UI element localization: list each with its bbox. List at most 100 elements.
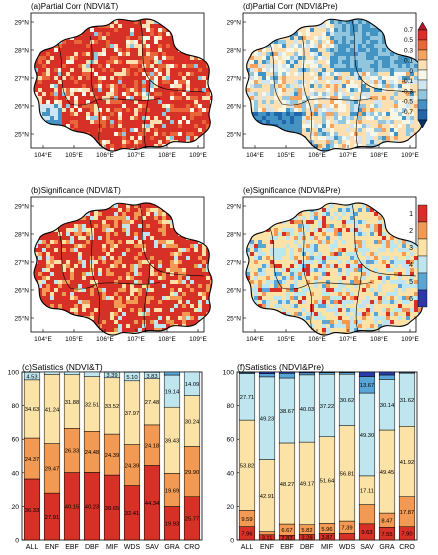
colorbar-cell (418, 80, 427, 90)
lon-tick-label: 106°E (308, 151, 326, 159)
x-tick-label: ENF (45, 544, 59, 550)
colorbar-cell (418, 222, 427, 239)
lat-tick-label: 29°N (226, 203, 241, 211)
bar-data-label: 39.43 (165, 439, 180, 445)
x-tick-label: WDS (339, 544, 356, 550)
bar-segment (84, 372, 100, 377)
lat-tick-label: 25°N (14, 131, 29, 139)
x-tick-label: GRA (379, 544, 395, 550)
bar-data-label: 56.81 (340, 472, 355, 478)
map-raster (246, 200, 426, 336)
lon-tick-label: 105°E (65, 335, 83, 343)
colorbar-cell (418, 100, 427, 110)
bar-data-label: 14.09 (185, 382, 200, 388)
colorbar-label: 0.5 (404, 37, 413, 44)
lat-tick-label: 28°N (14, 231, 29, 239)
bar-data-label: 26.33 (65, 449, 80, 455)
bar-data-label: 9.63 (361, 530, 372, 536)
x-tick-label: GRA (164, 544, 180, 550)
map-panel-d: (d)Partial Corr (NDVI&Pre) 29°N28°N27°N2… (226, 2, 426, 159)
bar-segment (359, 505, 375, 524)
bar-data-label: 19.14 (165, 389, 180, 395)
bar-data-label: 24.18 (145, 443, 160, 449)
y-tick-label: 100 (8, 370, 20, 377)
lon-tick-label: 107°E (127, 151, 145, 159)
lat-tick-label: 27°N (226, 75, 241, 83)
bar-data-label: 3.83 (146, 374, 157, 380)
bar-data-label: 41.92 (400, 460, 415, 466)
raster-cells (34, 200, 214, 336)
colorbar-label: -0.5 (402, 99, 414, 106)
bar-data-label: 6.67 (281, 528, 292, 534)
lat-tick-label: 25°N (14, 315, 29, 323)
x-tick-label: ALL (241, 544, 254, 550)
bar-data-label: 40.23 (85, 505, 100, 511)
bar-data-label: 48.27 (280, 482, 295, 488)
colorbar-cell (418, 50, 427, 60)
bar-data-label: 49.17 (300, 482, 315, 488)
bar-segment (339, 372, 355, 373)
lat-tick-label: 28°N (226, 231, 241, 239)
lon-tick-label: 109°E (401, 335, 419, 343)
bar-data-label: 5.10 (126, 375, 137, 381)
lat-tick-label: 26°N (226, 287, 241, 295)
x-tick-label: MIF (106, 544, 118, 550)
colorbar-cell (418, 239, 427, 256)
bar-data-label: 17.11 (360, 489, 374, 495)
colorbar-label: 5 (409, 279, 413, 286)
lon-tick-label: 108°E (370, 151, 388, 159)
lon-tick-label: 104°E (34, 151, 52, 159)
y-tick-label: 80 (11, 403, 19, 410)
lon-tick-label: 109°E (401, 151, 419, 159)
raster-cells (34, 16, 214, 152)
bar-data-label: 7.55 (381, 532, 392, 538)
colorbar-cell (418, 110, 427, 120)
bar-segment (259, 374, 275, 377)
colorbar-label: 0.7 (404, 27, 413, 34)
raster-cells (246, 200, 426, 336)
bar-data-label: 36.33 (25, 508, 40, 514)
lat-tick-label: 25°N (226, 131, 241, 139)
bar-data-label: 8.47 (381, 519, 392, 525)
colorbar-cell (418, 60, 427, 70)
bar-segment (359, 372, 375, 376)
bar-data-label: 31.88 (65, 400, 80, 406)
bar-data-label: 27.48 (145, 400, 160, 406)
colorbar-cell (418, 40, 427, 50)
lat-tick-label: 29°N (14, 203, 29, 211)
bar-data-label: 7.96 (241, 532, 252, 538)
bar-data-label: 3.39 (106, 373, 117, 379)
lon-tick-label: 105°E (277, 151, 295, 159)
map-raster (246, 16, 426, 152)
bar-segment (164, 372, 180, 375)
x-tick-label: SAV (360, 544, 374, 550)
bar-data-label: 24.39 (105, 453, 120, 459)
bar-data-label: 25.77 (185, 517, 200, 523)
colorbar-cell (418, 273, 427, 290)
colorbar-cell (418, 290, 427, 307)
map-title: (b)Significance (NDVI&T) (31, 186, 121, 195)
colorbar-label: -0.3 (402, 88, 414, 95)
map-title: (e)Significance (NDVI&Pre) (243, 186, 341, 195)
bar-data-label: 32.41 (125, 511, 140, 517)
bar-data-label: 49.30 (360, 433, 375, 439)
y-tick-label: 80 (226, 403, 234, 410)
bar-data-label: 30.62 (340, 398, 355, 404)
bar-data-label: 5.82 (301, 528, 312, 534)
x-tick-label: ENF (260, 544, 274, 550)
bar-segment (279, 372, 295, 373)
y-tick-label: 60 (11, 437, 19, 444)
stacked-bar-chart-c: (c)Satistics (NDVI&T) 02040608010036.332… (8, 362, 202, 550)
chart-title: (c)Satistics (NDVI&T) (22, 362, 103, 372)
y-tick-label: 20 (226, 504, 234, 511)
bar-data-label: 19.69 (165, 488, 180, 494)
bar-data-label: 38.65 (105, 506, 120, 512)
bar-data-label: 27.71 (240, 395, 255, 401)
bar-data-label: 33.52 (105, 404, 120, 410)
bar-data-label: 38.67 (280, 409, 295, 415)
lon-tick-label: 104°E (34, 335, 52, 343)
bar-segment (44, 372, 60, 374)
lat-tick-label: 27°N (226, 259, 241, 267)
bar-data-label: 9.59 (241, 517, 252, 523)
lon-tick-label: 109°E (189, 335, 207, 343)
